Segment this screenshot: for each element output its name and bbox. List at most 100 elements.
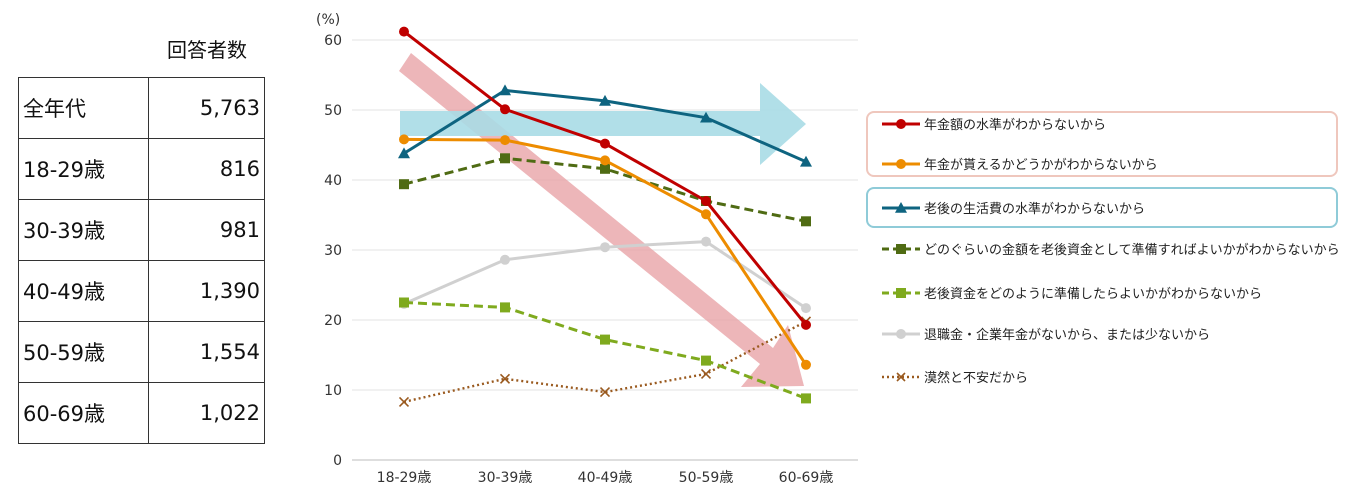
- series-line: [403, 30, 808, 326]
- data-point: [701, 196, 711, 206]
- table-row: 60-69歳 1,022: [18, 382, 265, 444]
- data-point: [701, 209, 711, 220]
- data-point: [700, 368, 712, 379]
- table-row: 30-39歳 981: [18, 199, 265, 261]
- flat-trend-arrow: [400, 83, 806, 165]
- legend-label: 老後の生活費の水準がわからないから: [924, 201, 1145, 217]
- table-row: 40-49歳 1,390: [18, 260, 265, 322]
- legend-label: 漠然と不安だから: [924, 370, 1028, 386]
- table-cell-count: 1,390: [148, 260, 265, 322]
- y-tick-label: 0: [333, 453, 342, 469]
- series-4: [399, 297, 811, 404]
- data-point: [800, 155, 812, 167]
- series-line: [403, 301, 807, 400]
- series-1: [399, 134, 811, 370]
- legend-highlight-box-red: [866, 111, 1338, 177]
- table-cell-age: 40-49歳: [18, 260, 149, 322]
- legend-label: 退職金・企業年金がないから、または少ないから: [924, 327, 1210, 343]
- table-cell-count: 981: [148, 199, 265, 261]
- table-row: 50-59歳 1,554: [18, 321, 265, 383]
- respondents-table: 全年代 5,763 18-29歳 816 30-39歳 981 40-49歳 1…: [18, 77, 265, 444]
- table-cell-age: 全年代: [18, 77, 149, 139]
- data-point: [600, 138, 610, 149]
- legend-marker: [896, 119, 906, 129]
- data-point: [500, 302, 510, 313]
- grid-lines: [352, 39, 858, 461]
- legend-item: 退職金・企業年金がないから、または少ないから: [882, 327, 1210, 343]
- data-point: [599, 94, 611, 106]
- x-tick-label: 18-29歳: [377, 470, 432, 486]
- data-point: [398, 396, 410, 407]
- decreasing-trend-arrow: [399, 53, 804, 387]
- data-point: [600, 242, 610, 253]
- data-point: [500, 135, 510, 146]
- series-lines: [398, 26, 812, 407]
- data-point: [500, 153, 510, 164]
- y-tick-label: 50: [324, 103, 342, 119]
- legend-highlight-box-blue: [866, 187, 1338, 228]
- y-tick-label: 30: [324, 243, 342, 259]
- data-point: [499, 84, 511, 96]
- data-point: [700, 111, 712, 123]
- legend-marker: [896, 244, 906, 254]
- y-tick-label: 60: [324, 33, 342, 49]
- legend-item: 老後資金をどのように準備したらよいかがわからないから: [882, 286, 1262, 302]
- table-cell-count: 1,554: [148, 321, 265, 383]
- legend-label: 年金が貰えるかどうかがわからないから: [924, 157, 1158, 173]
- trend-arrows: [399, 53, 806, 387]
- data-point: [801, 216, 811, 227]
- legend-item: 年金が貰えるかどうかがわからないから: [882, 157, 1158, 173]
- data-point: [399, 297, 409, 308]
- table-cell-age: 30-39歳: [18, 199, 149, 261]
- data-point: [500, 104, 510, 115]
- data-point: [399, 179, 409, 190]
- data-point: [801, 359, 811, 370]
- legend-label: 老後資金をどのように準備したらよいかがわからないから: [924, 286, 1262, 302]
- x-tick-label: 50-59歳: [679, 470, 734, 486]
- table-cell-count: 816: [148, 138, 265, 200]
- table-title: 回答者数: [167, 38, 247, 62]
- table-cell-age: 18-29歳: [18, 138, 149, 200]
- data-point: [701, 236, 711, 247]
- data-point: [701, 355, 711, 366]
- legend-marker: [895, 202, 907, 213]
- data-point: [801, 393, 811, 404]
- data-point: [600, 334, 610, 345]
- legend-item: 漠然と不安だから: [882, 370, 1028, 386]
- series-5: [399, 236, 811, 314]
- data-point: [600, 155, 610, 166]
- series-2: [398, 84, 812, 167]
- y-tick-label: 20: [324, 313, 342, 329]
- data-point: [500, 254, 510, 265]
- data-point: [600, 163, 610, 174]
- legend-item: どのぐらいの金額を老後資金として準備すればよいかがわからないから: [882, 242, 1340, 258]
- y-tick-label: 40: [324, 173, 342, 189]
- legend-marker: [896, 329, 906, 339]
- legend-item: 年金額の水準がわからないから: [882, 117, 1106, 133]
- data-point: [398, 147, 410, 159]
- series-6: [398, 316, 812, 407]
- x-axis: 18-29歳 30-39歳 40-49歳 50-59歳 60-69歳: [377, 470, 834, 486]
- data-point: [801, 303, 811, 314]
- table-cell-age: 60-69歳: [18, 382, 149, 444]
- legend-marker: [896, 372, 906, 382]
- y-axis-unit-label: (%): [316, 12, 340, 28]
- series-0: [399, 26, 811, 330]
- y-axis: 0 10 20 30 40 50 60 (%): [316, 12, 342, 469]
- data-point: [599, 387, 611, 398]
- legend-marker: [896, 159, 906, 169]
- data-point: [801, 319, 811, 330]
- legend: 年金額の水準がわからないから年金が貰えるかどうかがわからないから老後の生活費の水…: [882, 117, 1340, 386]
- x-tick-label: 40-49歳: [578, 470, 633, 486]
- y-tick-label: 10: [324, 383, 342, 399]
- table-row: 18-29歳 816: [18, 138, 265, 200]
- x-tick-label: 30-39歳: [478, 470, 533, 486]
- legend-label: 年金額の水準がわからないから: [924, 117, 1106, 133]
- table-cell-count: 1,022: [148, 382, 265, 444]
- legend-marker: [896, 288, 906, 298]
- x-tick-label: 60-69歳: [779, 470, 834, 486]
- data-point: [399, 134, 409, 145]
- legend-item: 老後の生活費の水準がわからないから: [882, 201, 1145, 217]
- table-cell-age: 50-59歳: [18, 321, 149, 383]
